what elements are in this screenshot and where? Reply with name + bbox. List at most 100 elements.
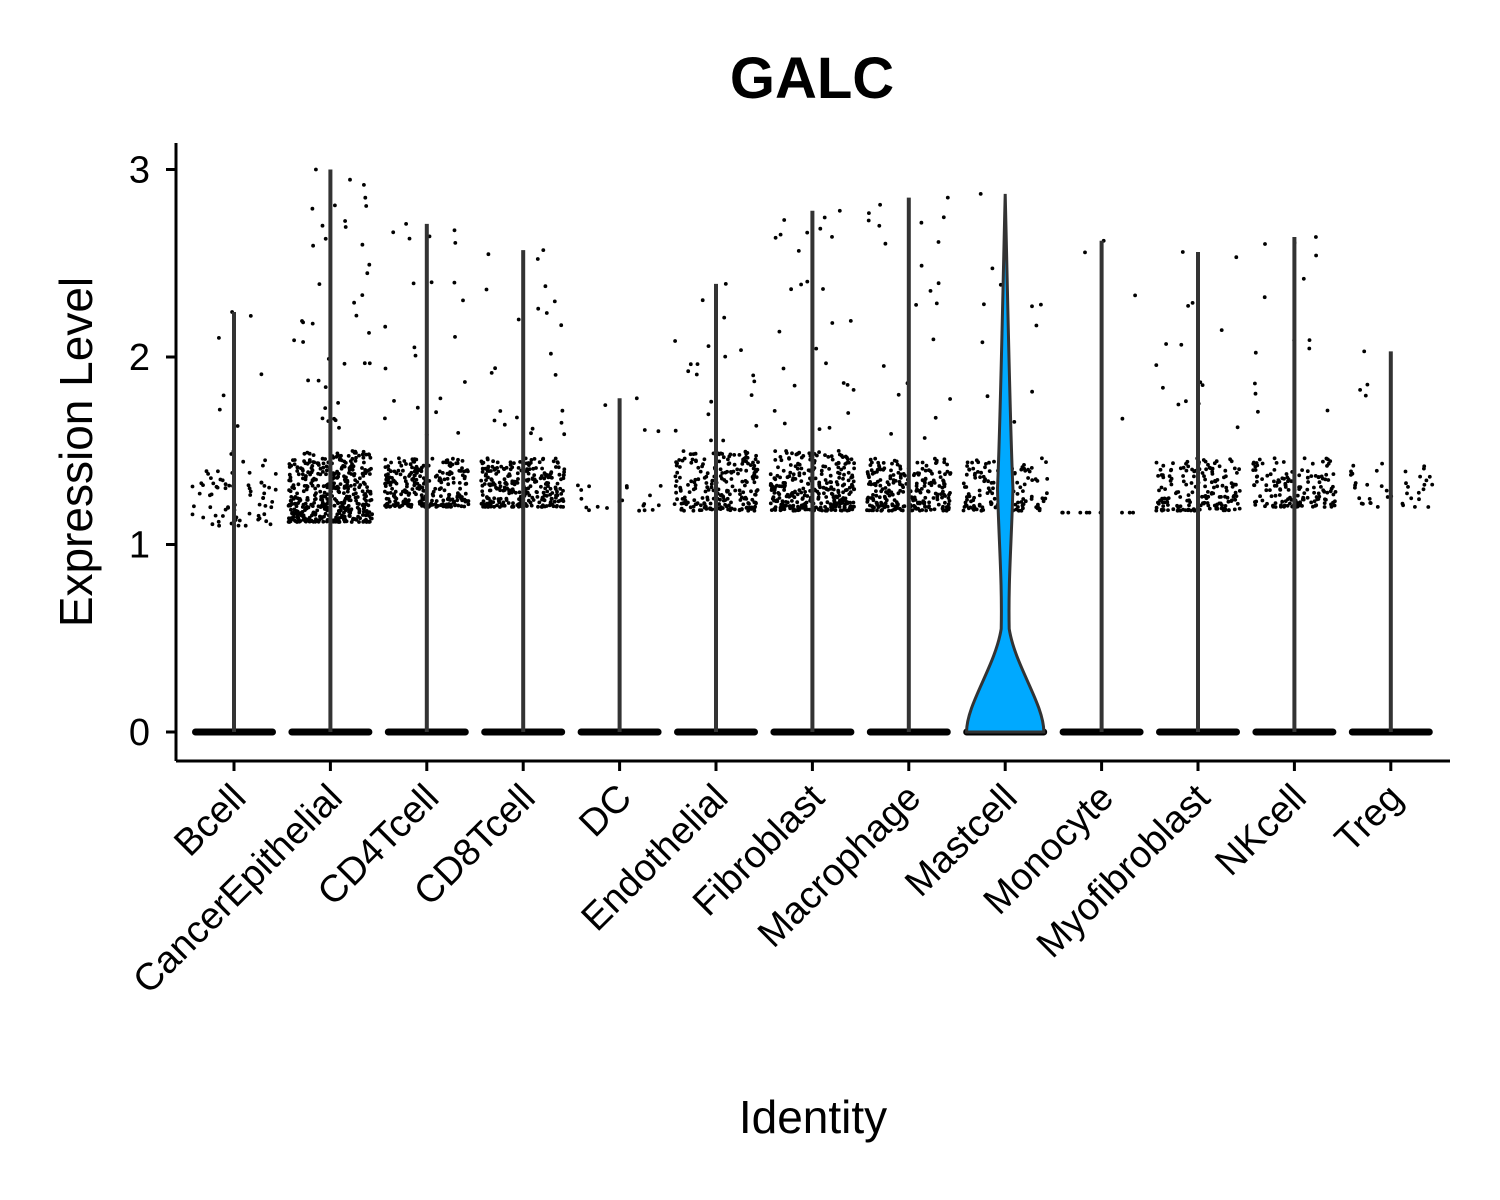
data-point <box>421 476 426 480</box>
data-point <box>333 418 338 423</box>
data-point <box>247 511 252 516</box>
data-point <box>321 484 326 489</box>
data-point <box>782 488 786 492</box>
data-point <box>325 492 330 497</box>
data-point <box>837 475 842 480</box>
data-point <box>1307 346 1312 351</box>
data-point <box>316 504 321 509</box>
data-point <box>752 480 757 485</box>
data-point <box>412 480 417 485</box>
data-point <box>702 476 707 480</box>
data-point <box>796 462 801 467</box>
violin-treg <box>1388 351 1393 732</box>
data-point <box>1312 499 1317 504</box>
data-point <box>445 497 450 502</box>
data-point <box>411 281 416 286</box>
data-point <box>448 461 453 465</box>
data-point <box>336 474 340 479</box>
data-point <box>350 467 355 472</box>
data-point <box>816 497 821 501</box>
data-point <box>1186 304 1190 308</box>
data-point <box>1413 505 1417 509</box>
data-point <box>848 319 853 323</box>
data-point <box>1154 505 1159 510</box>
data-point <box>1279 504 1283 509</box>
data-point <box>867 211 871 216</box>
data-point <box>384 473 388 477</box>
data-point <box>642 508 647 513</box>
data-point <box>945 462 949 467</box>
data-point <box>398 472 403 477</box>
data-point <box>717 459 722 464</box>
data-point <box>316 471 320 476</box>
data-point <box>1316 475 1321 479</box>
data-point <box>692 498 697 503</box>
data-point <box>1253 500 1257 504</box>
data-point <box>544 481 549 485</box>
data-point <box>1210 469 1215 474</box>
data-point <box>289 516 294 520</box>
data-point <box>1168 479 1173 483</box>
data-point <box>1265 473 1270 478</box>
data-point <box>833 504 838 509</box>
data-point <box>262 484 267 488</box>
data-point <box>488 488 493 493</box>
data-point <box>673 428 678 433</box>
data-point <box>486 464 491 469</box>
data-point <box>700 464 704 469</box>
data-point <box>480 483 485 488</box>
data-point <box>310 483 315 488</box>
data-point <box>738 492 742 496</box>
violin-cancerepithelial <box>328 169 333 732</box>
data-point <box>420 496 425 500</box>
data-point <box>873 456 878 461</box>
data-point <box>517 490 522 495</box>
data-point <box>1225 495 1230 500</box>
data-point <box>550 496 554 501</box>
data-point <box>990 491 995 496</box>
data-point <box>541 490 546 495</box>
data-point <box>480 461 485 466</box>
data-point <box>360 489 365 494</box>
data-point <box>1229 498 1234 503</box>
data-point <box>293 495 298 499</box>
data-point <box>291 483 296 488</box>
chart-title: GALC <box>730 46 894 111</box>
data-point <box>1157 488 1161 493</box>
data-point <box>752 379 757 384</box>
data-point <box>340 465 344 470</box>
data-point <box>248 493 253 497</box>
data-point <box>289 463 294 468</box>
data-point <box>408 462 413 467</box>
data-point <box>843 488 848 493</box>
data-point <box>402 501 407 506</box>
data-point <box>641 503 646 508</box>
data-point <box>830 321 835 325</box>
data-point <box>992 496 997 501</box>
data-point <box>361 480 366 485</box>
data-point <box>911 498 916 503</box>
data-point <box>339 453 343 458</box>
data-point <box>825 481 829 485</box>
data-point <box>480 466 485 471</box>
data-point <box>785 475 790 480</box>
data-point <box>548 471 553 476</box>
data-point <box>1030 478 1035 482</box>
data-point <box>753 500 758 505</box>
data-point <box>938 475 943 479</box>
y-tick-label: 0 <box>129 712 150 754</box>
data-point <box>839 467 844 472</box>
data-point <box>421 488 426 493</box>
data-point <box>333 471 337 476</box>
data-point <box>332 481 336 486</box>
data-point <box>310 464 315 468</box>
data-point <box>414 477 419 482</box>
data-point <box>729 500 733 505</box>
data-point <box>340 503 345 508</box>
data-point <box>872 470 877 475</box>
data-point <box>1405 491 1409 496</box>
data-point <box>650 508 655 512</box>
data-point <box>1163 487 1167 491</box>
data-point <box>901 490 906 494</box>
data-point <box>296 472 301 477</box>
